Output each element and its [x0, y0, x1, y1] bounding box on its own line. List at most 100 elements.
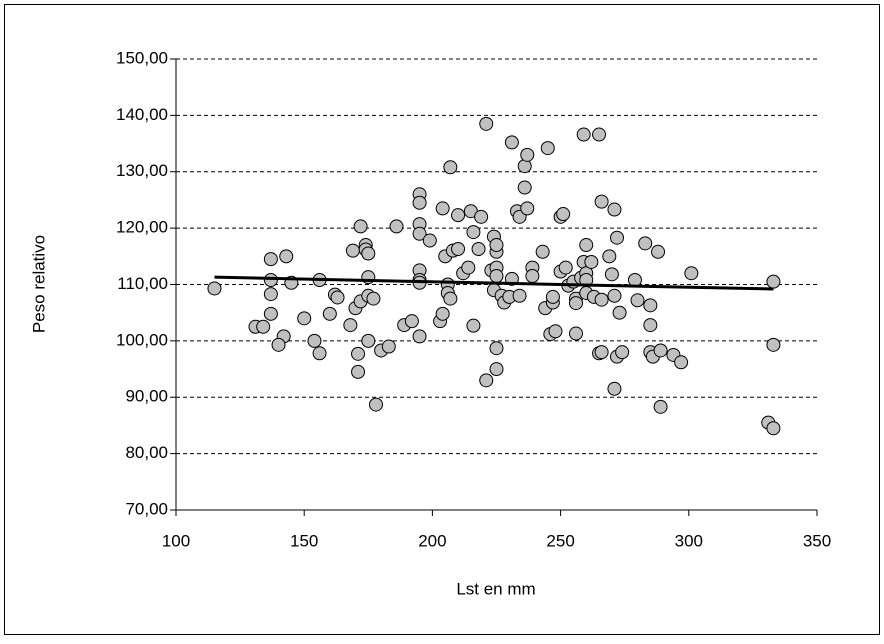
x-tick-label: 100	[162, 531, 190, 550]
point	[279, 249, 294, 264]
point	[512, 288, 527, 303]
point	[435, 306, 450, 321]
point	[361, 333, 376, 348]
x-tick-label: 350	[803, 531, 831, 550]
point	[297, 311, 312, 326]
point	[568, 326, 583, 341]
point	[548, 324, 563, 339]
y-tick-label: 120,00	[116, 218, 168, 237]
point	[607, 288, 622, 303]
point	[584, 254, 599, 269]
point	[361, 246, 376, 261]
point	[517, 159, 532, 174]
point	[404, 314, 419, 329]
point	[489, 238, 504, 253]
y-tick-label: 100,00	[116, 330, 168, 349]
point	[520, 201, 535, 216]
point	[638, 236, 653, 251]
point	[366, 291, 381, 306]
point	[412, 195, 427, 210]
point	[517, 180, 532, 195]
y-tick-label: 150,00	[116, 48, 168, 67]
point	[381, 339, 396, 354]
point	[307, 333, 322, 348]
point	[604, 267, 619, 282]
point	[412, 329, 427, 344]
point	[263, 287, 278, 302]
x-axis-label: Lst en mm	[456, 579, 535, 598]
point	[579, 238, 594, 253]
point	[435, 201, 450, 216]
point	[471, 241, 486, 256]
point	[607, 381, 622, 396]
point	[263, 272, 278, 287]
point	[330, 290, 345, 305]
point	[345, 243, 360, 258]
point	[451, 241, 466, 256]
point	[256, 319, 271, 334]
x-tick-label: 300	[675, 531, 703, 550]
point	[461, 260, 476, 275]
point	[568, 296, 583, 311]
point	[466, 318, 481, 333]
point	[610, 230, 625, 245]
y-tick-label: 70,00	[125, 499, 168, 518]
point	[525, 269, 540, 284]
point	[520, 147, 535, 162]
point	[504, 135, 519, 150]
point	[766, 274, 781, 289]
point	[443, 291, 458, 306]
point	[351, 346, 366, 361]
point	[607, 202, 622, 217]
y-tick-label: 130,00	[116, 161, 168, 180]
point	[479, 373, 494, 388]
point	[556, 207, 571, 222]
y-tick-label: 90,00	[125, 387, 168, 406]
x-tick-label: 250	[546, 531, 574, 550]
point	[576, 127, 591, 142]
point	[615, 345, 630, 360]
point	[466, 225, 481, 240]
point	[343, 318, 358, 333]
point	[489, 341, 504, 356]
y-tick-label: 140,00	[116, 105, 168, 124]
y-tick-label: 110,00	[117, 274, 168, 293]
point	[558, 260, 573, 275]
x-tick-label: 200	[418, 531, 446, 550]
point	[271, 337, 286, 352]
point	[612, 305, 627, 320]
point	[389, 219, 404, 234]
point	[643, 318, 658, 333]
point	[207, 281, 222, 296]
point	[674, 355, 689, 370]
point	[263, 252, 278, 267]
point	[351, 364, 366, 379]
point	[489, 362, 504, 377]
point	[643, 298, 658, 313]
point	[630, 293, 645, 308]
point	[479, 116, 494, 131]
point	[451, 208, 466, 223]
point	[443, 160, 458, 175]
point	[592, 127, 607, 142]
point	[653, 343, 668, 358]
point	[594, 194, 609, 209]
point	[594, 292, 609, 307]
point	[540, 141, 555, 156]
point	[353, 219, 368, 234]
trend-line	[214, 275, 774, 291]
y-axis-label: Peso relativo	[29, 235, 48, 333]
point	[412, 226, 427, 241]
y-tick-label: 80,00	[125, 443, 168, 462]
x-tick-label: 150	[290, 531, 318, 550]
point	[653, 399, 668, 414]
point	[594, 345, 609, 360]
point	[263, 306, 278, 321]
point	[684, 266, 699, 281]
point	[474, 209, 489, 224]
point	[312, 346, 327, 361]
point	[322, 306, 337, 321]
point	[535, 244, 550, 259]
point	[766, 421, 781, 436]
